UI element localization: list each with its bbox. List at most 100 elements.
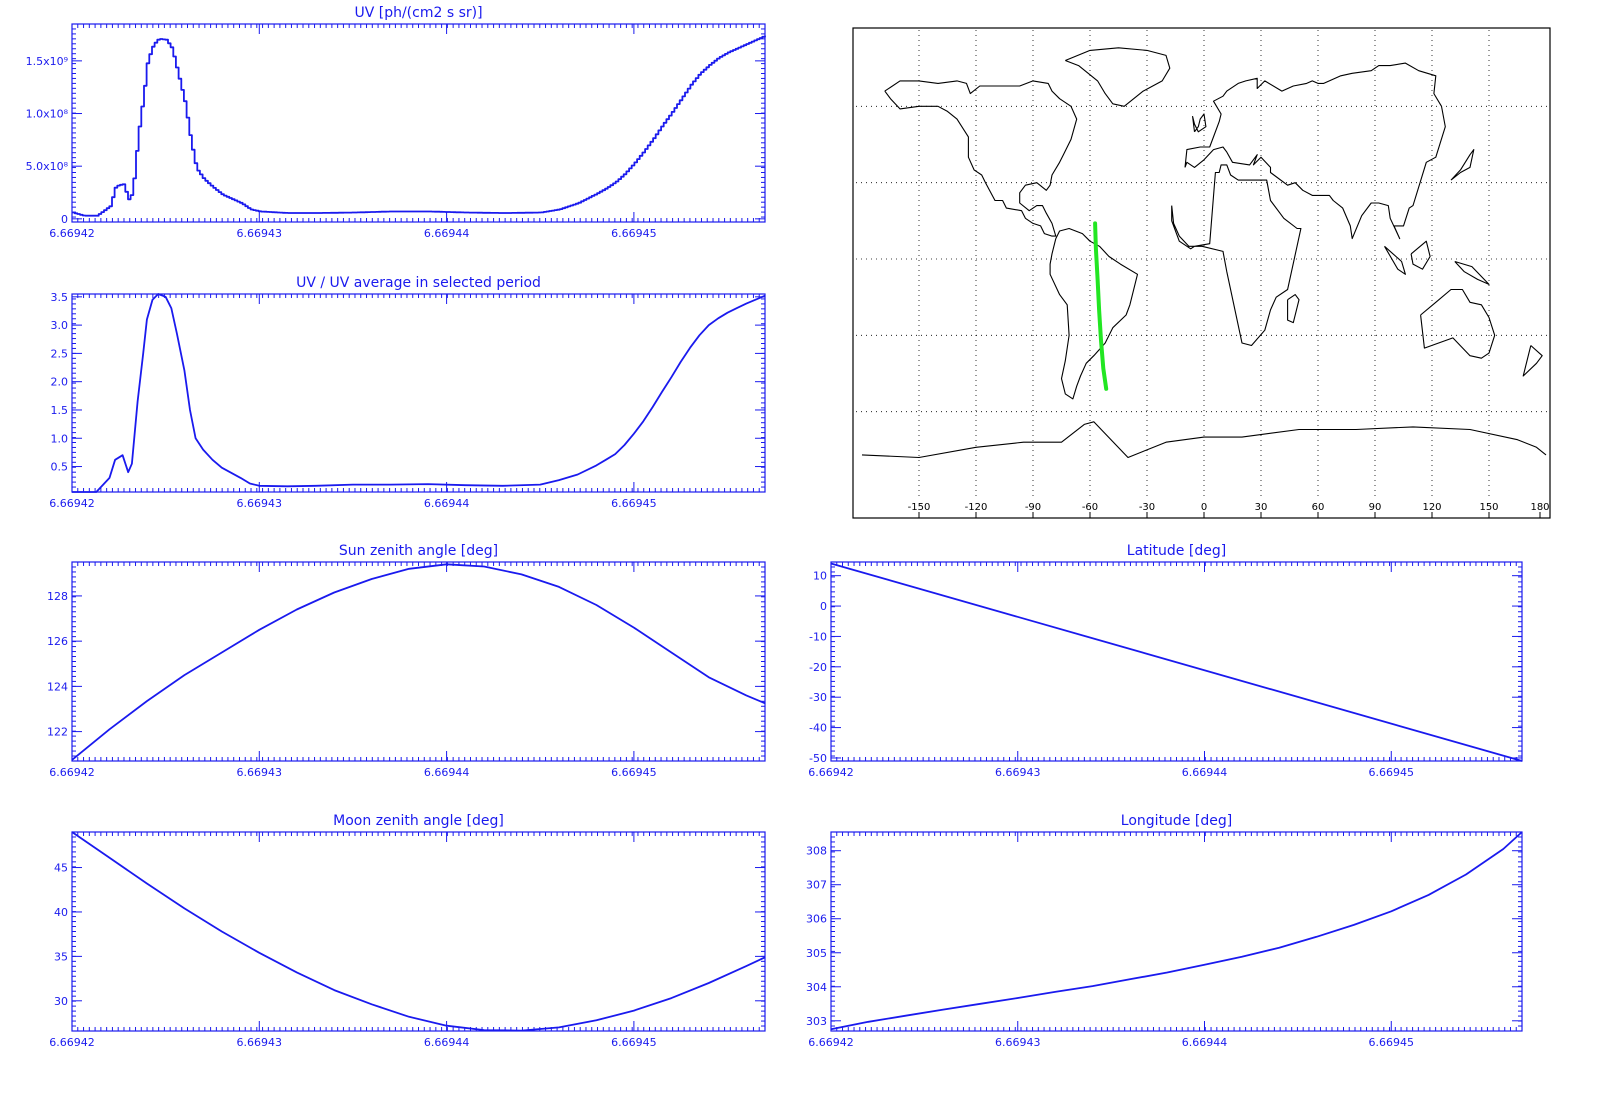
latitude-series-line bbox=[830, 562, 1523, 762]
longitude-series-line bbox=[830, 831, 1523, 1031]
y-tick-label: 1.0 bbox=[51, 432, 69, 445]
sun-zenith-panel: Sun zenith angle [deg] 6.66942 6.66943 6.66… bbox=[47, 543, 766, 779]
x-tick-label: 6.66944 bbox=[424, 227, 470, 240]
x-tick-label: 6.66944 bbox=[1182, 1036, 1228, 1049]
satellite-track bbox=[1093, 221, 1109, 391]
uv-ratio-title: UV / UV average in selected period bbox=[296, 275, 541, 291]
latitude-panel: Latitude [deg] 6.66942 6.66943 6.66944 6.669… bbox=[808, 543, 1523, 779]
map-x-tick-label: -30 bbox=[1139, 502, 1155, 513]
x-tick-label: 6.66942 bbox=[49, 497, 95, 510]
map-x-tick-label: -90 bbox=[1025, 502, 1041, 513]
x-tick-label: 6.66945 bbox=[611, 227, 657, 240]
coastline-new-guinea bbox=[1454, 260, 1490, 285]
y-tick-label: 124 bbox=[47, 680, 68, 693]
map-frame bbox=[852, 27, 1551, 519]
y-tick-label: 122 bbox=[47, 726, 68, 739]
moon-zenith-title: Moon zenith angle [deg] bbox=[333, 813, 504, 829]
coastline-sumatra bbox=[1384, 245, 1406, 275]
uv-panel: UV [ph/(cm2 s sr)] 6.66942 6.66943 6.66944 6… bbox=[26, 5, 766, 240]
y-tick-label: 0 bbox=[61, 213, 68, 226]
plot-frame bbox=[71, 561, 766, 762]
x-tick-label: 6.66942 bbox=[808, 766, 854, 779]
coastline-north-america bbox=[884, 80, 1078, 237]
y-tick-label: -50 bbox=[809, 752, 827, 765]
y-tick-label: 308 bbox=[806, 845, 827, 858]
x-tick-label: 6.66943 bbox=[995, 1036, 1041, 1049]
uv-ratio-series-line bbox=[72, 293, 766, 493]
coastline-africa bbox=[1171, 164, 1302, 347]
y-tick-label: 30 bbox=[54, 995, 68, 1008]
coastline-britain bbox=[1192, 113, 1207, 133]
moon-zenith-series-line bbox=[71, 831, 766, 1032]
y-tick-label: 3.0 bbox=[51, 319, 69, 332]
x-tick-label: 6.66943 bbox=[237, 766, 283, 779]
y-tick-label: 3.5 bbox=[51, 291, 69, 304]
uv-series-line bbox=[72, 35, 766, 217]
y-tick-label: 305 bbox=[806, 947, 827, 960]
y-tick-label: 2.5 bbox=[51, 347, 69, 360]
y-tick-label: 35 bbox=[54, 950, 68, 963]
x-tick-label: 6.66942 bbox=[808, 1036, 854, 1049]
map-x-tick-label: -150 bbox=[908, 502, 931, 513]
map-x-tick-label: 60 bbox=[1312, 502, 1325, 513]
y-tick-label: 0.5 bbox=[51, 461, 69, 474]
y-tick-label: 303 bbox=[806, 1015, 827, 1028]
y-tick-label: -30 bbox=[809, 691, 827, 704]
x-tick-label: 6.66942 bbox=[49, 766, 95, 779]
map-x-tick-label: 150 bbox=[1479, 502, 1498, 513]
coastline-eurasia bbox=[1184, 62, 1446, 240]
coastline-australia bbox=[1420, 288, 1496, 359]
y-tick-label: 10 bbox=[813, 570, 827, 583]
y-tick-label: -20 bbox=[809, 661, 827, 674]
y-tick-label: 0 bbox=[820, 600, 827, 613]
x-tick-label: 6.66943 bbox=[995, 766, 1041, 779]
plot-frame bbox=[71, 23, 766, 223]
x-tick-label: 6.66942 bbox=[49, 227, 95, 240]
coastline-new-zealand bbox=[1522, 345, 1543, 377]
map-x-tick-label: 90 bbox=[1369, 502, 1382, 513]
sun-zenith-series-line bbox=[71, 563, 766, 761]
y-tick-label: 307 bbox=[806, 879, 827, 892]
y-tick-label: 304 bbox=[806, 981, 827, 994]
map-x-tick-label: 30 bbox=[1255, 502, 1268, 513]
sun-zenith-title: Sun zenith angle [deg] bbox=[339, 543, 498, 559]
x-tick-label: 6.66945 bbox=[611, 766, 657, 779]
x-tick-label: 6.66945 bbox=[1369, 766, 1415, 779]
y-tick-label: 1.0x10⁸ bbox=[26, 108, 69, 121]
y-tick-label: 40 bbox=[54, 906, 68, 919]
coastline-japan bbox=[1450, 149, 1475, 181]
y-tick-label: 126 bbox=[47, 635, 68, 648]
y-tick-label: 2.0 bbox=[51, 376, 69, 389]
longitude-panel: Longitude [deg] 6.66942 6.66943 6.66944 6.66… bbox=[806, 813, 1523, 1049]
coastline-borneo bbox=[1410, 240, 1431, 270]
uv-title: UV [ph/(cm2 s sr)] bbox=[354, 5, 482, 21]
world-map-panel: -150 -120 -90 -60 -30 0 30 60 90 120 150 180 bbox=[852, 27, 1551, 519]
y-tick-label: 306 bbox=[806, 913, 827, 926]
uv-ratio-panel: UV / UV average in selected period 6.6694… bbox=[49, 275, 766, 510]
x-tick-label: 6.66943 bbox=[237, 1036, 283, 1049]
coastline-greenland bbox=[1065, 47, 1171, 107]
latitude-title: Latitude [deg] bbox=[1127, 543, 1226, 559]
x-tick-label: 6.66944 bbox=[424, 1036, 470, 1049]
moon-zenith-panel: Moon zenith angle [deg] 6.66942 6.66943 6.6… bbox=[49, 813, 766, 1049]
map-x-tick-label: 0 bbox=[1201, 502, 1207, 513]
y-tick-label: 128 bbox=[47, 590, 68, 603]
map-x-tick-label: 120 bbox=[1422, 502, 1441, 513]
coastline-antarctica bbox=[861, 421, 1547, 459]
x-tick-label: 6.66944 bbox=[1182, 766, 1228, 779]
x-tick-label: 6.66945 bbox=[611, 1036, 657, 1049]
y-tick-label: -40 bbox=[809, 722, 827, 735]
plot-frame bbox=[830, 831, 1523, 1032]
y-tick-label: 1.5x10⁹ bbox=[26, 55, 68, 68]
map-x-tick-label: -120 bbox=[965, 502, 988, 513]
x-tick-label: 6.66945 bbox=[1369, 1036, 1415, 1049]
y-tick-label: -10 bbox=[809, 630, 827, 643]
x-tick-label: 6.66944 bbox=[424, 766, 470, 779]
map-x-tick-label: 180 bbox=[1530, 502, 1549, 513]
x-tick-label: 6.66944 bbox=[424, 497, 470, 510]
longitude-title: Longitude [deg] bbox=[1121, 813, 1232, 829]
y-tick-label: 45 bbox=[54, 862, 68, 875]
x-tick-label: 6.66943 bbox=[237, 497, 283, 510]
x-tick-label: 6.66942 bbox=[49, 1036, 95, 1049]
